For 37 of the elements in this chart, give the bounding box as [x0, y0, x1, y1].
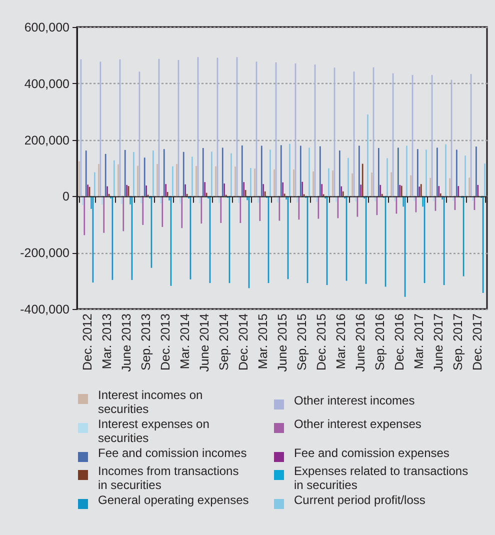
x-tick-label: Sep. 2014	[216, 313, 231, 370]
legend-label: Interest incomes on securities	[98, 388, 203, 416]
y-tick-label: 200,000	[24, 133, 70, 148]
x-tick-label: June 2015	[276, 313, 290, 372]
legend-label: Other interest incomes	[294, 394, 415, 408]
x-tick-label: Dec. 2014	[236, 313, 250, 370]
y-tick-label: 600,000	[24, 20, 70, 34]
legend-label: Fee and comission expenses	[294, 446, 450, 460]
x-tick-label: Mar. 2017	[412, 313, 426, 370]
legend-label: Expenses related to transactions in securities	[294, 464, 468, 492]
x-tick-label: Mar. 2016	[334, 313, 348, 370]
x-tick-label: Sep. 2016	[373, 313, 388, 370]
x-tick-label: Sep. 2013	[138, 313, 153, 370]
y-tick-label: -400,000	[20, 302, 70, 316]
y-tick-label: 400,000	[24, 76, 70, 91]
x-tick-label: Sep. 2015	[295, 313, 310, 370]
x-tick-label: Dec. 2012	[80, 313, 94, 370]
legend-label: Interest expenses on securities	[98, 417, 210, 445]
x-tick-label: June 2013	[119, 313, 134, 372]
x-tick-label: Mar. 2015	[256, 313, 270, 370]
legend-label: Incomes from transactions in securities	[98, 464, 239, 492]
x-tick-label: Dec. 2015	[314, 313, 329, 370]
x-tick-label: June 2017	[432, 313, 446, 372]
legend-label: Other interest expenses	[294, 417, 422, 431]
x-tick-label: Sep. 2017	[451, 313, 466, 370]
x-tick-label: Dec. 2016	[392, 313, 407, 370]
legend-label: Current period profit/loss	[294, 493, 426, 507]
x-tick-label: June 2016	[354, 313, 368, 372]
x-tick-label: Mar. 2013	[100, 313, 114, 370]
x-tick-label: Dec. 2017	[470, 313, 485, 370]
y-tick-label: 0	[62, 190, 70, 204]
x-tick-label: Dec. 2013	[158, 313, 172, 370]
y-tick-label: -200,000	[20, 246, 70, 260]
x-tick-label: Mar. 2014	[178, 313, 192, 370]
x-tick-label: June 2014	[197, 313, 212, 372]
legend-label: General operating expenses	[98, 493, 249, 507]
legend-label: Fee and comission incomes	[98, 446, 247, 460]
